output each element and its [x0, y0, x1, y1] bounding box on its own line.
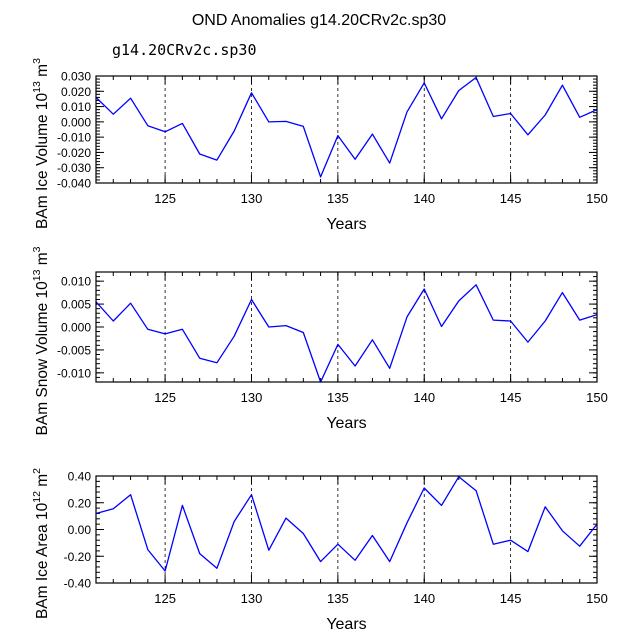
y-axis-label-unit-sym-exp: 3 [31, 58, 43, 64]
plot-frame [95, 271, 598, 383]
chart-title: OND Anomalies g14.20CRv2c.sp30 [192, 12, 446, 29]
xtick-label: 145 [500, 390, 522, 405]
xtick-label: 140 [413, 191, 435, 206]
y-axis-label-unit-exp: 13 [31, 269, 43, 281]
xtick-label: 140 [413, 591, 435, 606]
series-line-ice-area [95, 476, 598, 572]
ytick-label: -0.040 [57, 177, 91, 191]
ytick-label: 0.40 [68, 470, 92, 484]
plot-frame [95, 75, 598, 184]
ytick-label: 0.000 [61, 321, 91, 335]
y-axis-label-unit-exp: 13 [31, 81, 43, 93]
y-axis-label-unit-sym-exp: 2 [31, 468, 43, 474]
ytick-label: 0.010 [61, 275, 91, 289]
ytick-label: -0.010 [57, 131, 91, 145]
ytick-label: -0.010 [57, 366, 91, 380]
xtick-label: 130 [241, 191, 263, 206]
y-axis-label-unit-symbol: m [34, 474, 51, 491]
xtick-label: 135 [327, 591, 349, 606]
x-axis-label: Years [326, 415, 366, 432]
ytick-label: -0.20 [64, 550, 92, 564]
ytick-label: 0.000 [61, 115, 91, 129]
ytick-label: 0.010 [61, 100, 91, 114]
y-axis-label-unit-exp: 12 [31, 491, 43, 503]
ytick-label: -0.020 [57, 146, 91, 160]
ytick-label: 0.005 [61, 298, 91, 312]
ytick-label: -0.005 [57, 343, 91, 357]
xtick-label: 150 [586, 591, 608, 606]
y-axis-label-unit-base: 10 [34, 502, 51, 520]
xtick-label: 145 [500, 191, 522, 206]
ytick-label: 0.20 [68, 496, 92, 510]
xtick-label: 140 [413, 390, 435, 405]
y-axis-label-unit-sym-exp: 3 [31, 246, 43, 252]
xtick-label: 135 [327, 390, 349, 405]
y-axis-label-ylabel: BAm Ice Volume [34, 110, 51, 229]
y-axis-label-ylabel: BAm Snow Volume [34, 299, 51, 436]
y-axis-label-unit-symbol: m [34, 64, 51, 81]
ytick-label: 0.00 [68, 523, 92, 537]
panel-snow-volume: 125 130 135 140 145 150 0.010 0.005 0.000 -0.005 -… [31, 246, 608, 435]
panel-ice-area: 125 130 135 140 145 150 0.40 0.20 0.00 -0.20 -0.40… [31, 468, 608, 633]
xtick-label: 150 [586, 390, 608, 405]
series-line-ice-volume [95, 76, 598, 178]
y-axis-label: BAm Ice Volume 1013 m3 [31, 58, 51, 229]
legend-label: g14.20CRv2c.sp30 [112, 41, 257, 59]
xtick-label: 135 [327, 191, 349, 206]
x-axis-label: Years [326, 216, 366, 233]
panels: 125 130 135 140 145 1500.0300.0200.0100.000-0… [31, 58, 608, 633]
series-line-snow-volume [95, 284, 598, 383]
xtick-label: 150 [586, 191, 608, 206]
x-axis-label: Years [326, 616, 366, 633]
xtick-label: 130 [241, 591, 263, 606]
ytick-label: -0.030 [57, 161, 91, 175]
xtick-label: 145 [500, 591, 522, 606]
plot-frame [95, 475, 598, 584]
ytick-label: -0.40 [64, 577, 92, 591]
xtick-label: 130 [241, 390, 263, 405]
xtick-label: 125 [154, 390, 176, 405]
ytick-label: 0.030 [61, 70, 91, 84]
y-axis-label-ylabel: BAm Ice Area [34, 520, 51, 619]
y-axis-label-unit-base: 10 [34, 281, 51, 299]
xtick-label: 125 [154, 191, 176, 206]
xtick-label: 125 [154, 591, 176, 606]
ytick-label: 0.020 [61, 85, 91, 99]
y-axis-label-unit-symbol: m [34, 252, 51, 269]
y-axis-label: BAm Ice Area 1012 m2 [31, 468, 51, 619]
y-axis-label: BAm Snow Volume 1013 m3 [31, 246, 51, 435]
y-axis-label-unit-base: 10 [34, 92, 51, 110]
